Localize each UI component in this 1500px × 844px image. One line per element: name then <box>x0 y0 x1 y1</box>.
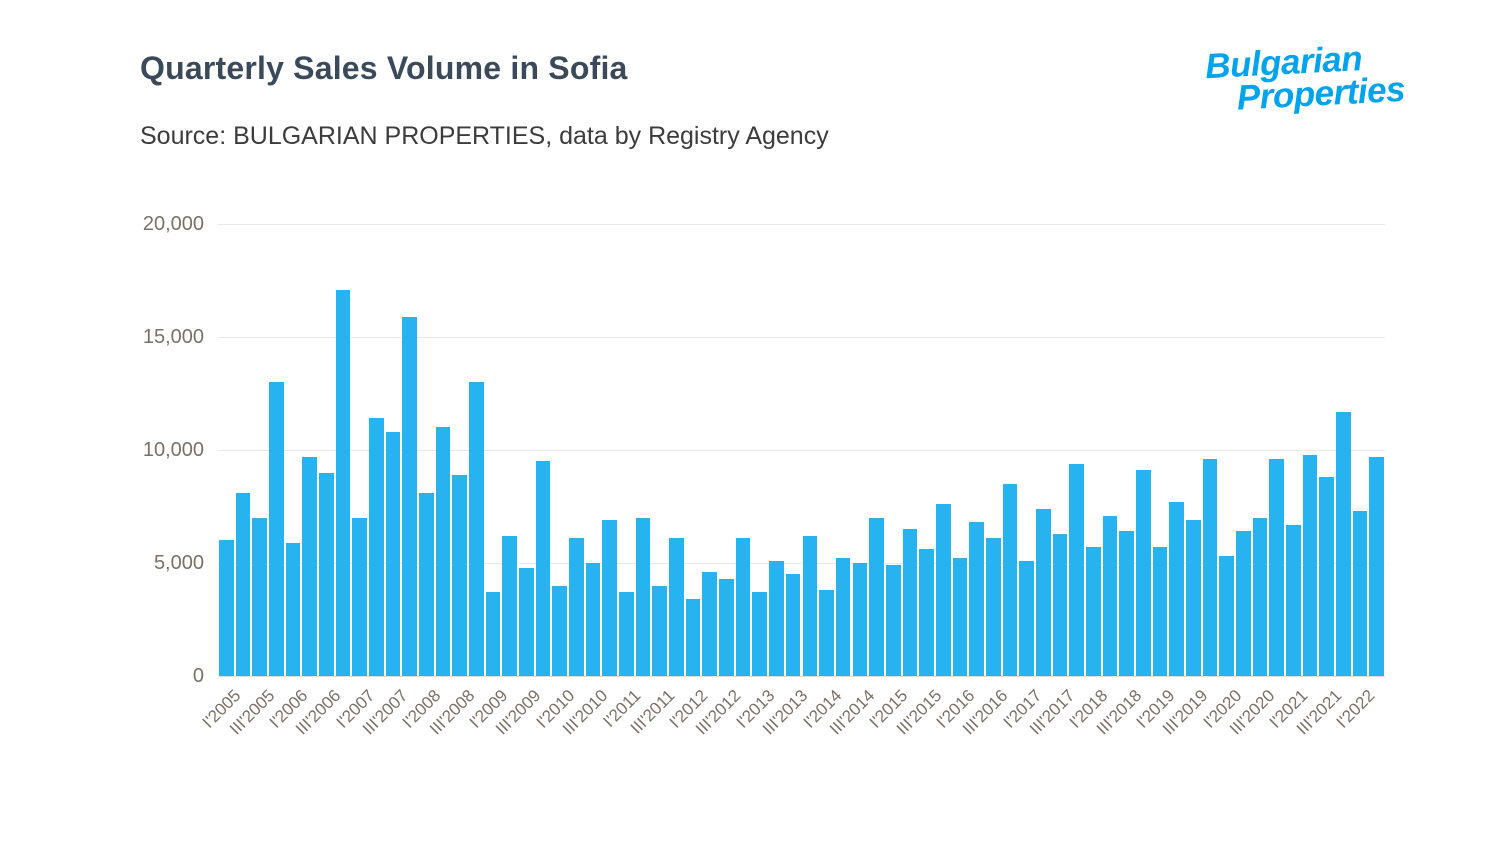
bar-I'2016 <box>952 558 968 676</box>
gridline <box>218 337 1385 338</box>
bar-III'2006 <box>319 472 334 676</box>
bar-II'2007 <box>369 418 384 676</box>
bar-IV'2007 <box>402 316 418 676</box>
bar-II'2019 <box>1169 501 1184 676</box>
bar-III'2019 <box>1185 520 1201 676</box>
bar-IV'2014 <box>869 517 884 676</box>
bar-I'2012 <box>685 599 701 676</box>
bar-III'2016 <box>985 538 1001 676</box>
bar-IV'2015 <box>935 504 951 676</box>
bar-IV'2009 <box>535 461 551 676</box>
gridline <box>218 450 1385 451</box>
bar-IV'2012 <box>735 538 751 676</box>
gridline <box>218 563 1385 564</box>
bar-IV'2019 <box>1202 459 1218 676</box>
bar-IV'2008 <box>469 382 484 676</box>
bar-II'2015 <box>902 529 918 676</box>
bar-IV'2018 <box>1135 470 1151 676</box>
y-axis-tick-label: 20,000 <box>142 213 204 235</box>
bar-I'2011 <box>619 592 634 676</box>
bar-II'2009 <box>502 535 518 676</box>
bar-I'2018 <box>1085 547 1101 676</box>
bar-II'2006 <box>302 456 317 676</box>
bar-III'2010 <box>585 563 601 676</box>
bar-I'2010 <box>552 585 568 676</box>
bar-III'2009 <box>519 567 534 676</box>
bar-II'2014 <box>835 558 851 676</box>
bar-I'2008 <box>419 492 434 676</box>
bar-I'2005 <box>219 540 234 676</box>
gridline <box>218 676 1385 677</box>
bar-II'2022 <box>1369 456 1384 676</box>
bar-IV'2005 <box>269 382 284 676</box>
bar-IV'2011 <box>669 538 684 676</box>
bar-IV'2021 <box>1335 411 1351 676</box>
bar-III'2018 <box>1119 531 1134 676</box>
bar-IV'2006 <box>335 289 351 676</box>
bar-III'2020 <box>1252 517 1268 676</box>
bar-I'2013 <box>752 592 768 676</box>
chart-title: Quarterly Sales Volume in Sofia <box>140 50 628 86</box>
bar-II'2011 <box>635 517 651 676</box>
bar-I'2020 <box>1219 556 1234 676</box>
bar-II'2005 <box>235 492 251 676</box>
bar-III'2014 <box>852 563 868 676</box>
bar-IV'2017 <box>1069 463 1084 676</box>
bar-III'2017 <box>1052 533 1068 676</box>
bar-I'2017 <box>1019 560 1034 676</box>
bar-I'2022 <box>1352 511 1368 676</box>
bar-II'2010 <box>569 538 584 676</box>
bar-III'2005 <box>252 517 267 676</box>
bar-II'2008 <box>435 427 451 676</box>
bar-IV'2013 <box>802 535 818 676</box>
bar-III'2011 <box>652 585 668 676</box>
y-axis-tick-label: 5,000 <box>153 552 204 574</box>
bar-III'2012 <box>719 578 734 676</box>
bar-IV'2020 <box>1269 459 1284 676</box>
bar-IV'2016 <box>1002 483 1018 676</box>
bar-II'2021 <box>1302 454 1318 676</box>
bar-III'2007 <box>385 431 401 676</box>
bar-I'2006 <box>285 542 301 676</box>
bar-II'2018 <box>1102 515 1118 676</box>
bar-II'2017 <box>1035 508 1051 676</box>
bar-I'2015 <box>885 565 901 676</box>
bar-I'2007 <box>352 517 368 676</box>
chart-source-caption: Source: BULGARIAN PROPERTIES, data by Re… <box>140 122 829 150</box>
bar-II'2013 <box>769 560 784 676</box>
y-axis-tick-label: 0 <box>192 665 204 687</box>
bar-I'2009 <box>485 592 501 676</box>
bar-II'2016 <box>969 522 984 676</box>
bar-III'2013 <box>785 574 801 676</box>
y-axis-tick-label: 10,000 <box>142 439 204 461</box>
bar-I'2019 <box>1152 547 1168 676</box>
bar-IV'2010 <box>602 520 618 676</box>
bar-III'2015 <box>919 549 934 676</box>
bar-I'2021 <box>1285 524 1301 676</box>
bar-II'2020 <box>1235 531 1251 676</box>
bar-III'2008 <box>452 474 468 676</box>
gridline <box>218 224 1385 225</box>
bar-III'2021 <box>1319 477 1334 676</box>
bar-I'2014 <box>819 590 834 676</box>
bar-II'2012 <box>702 572 718 676</box>
y-axis-tick-label: 15,000 <box>142 326 204 348</box>
